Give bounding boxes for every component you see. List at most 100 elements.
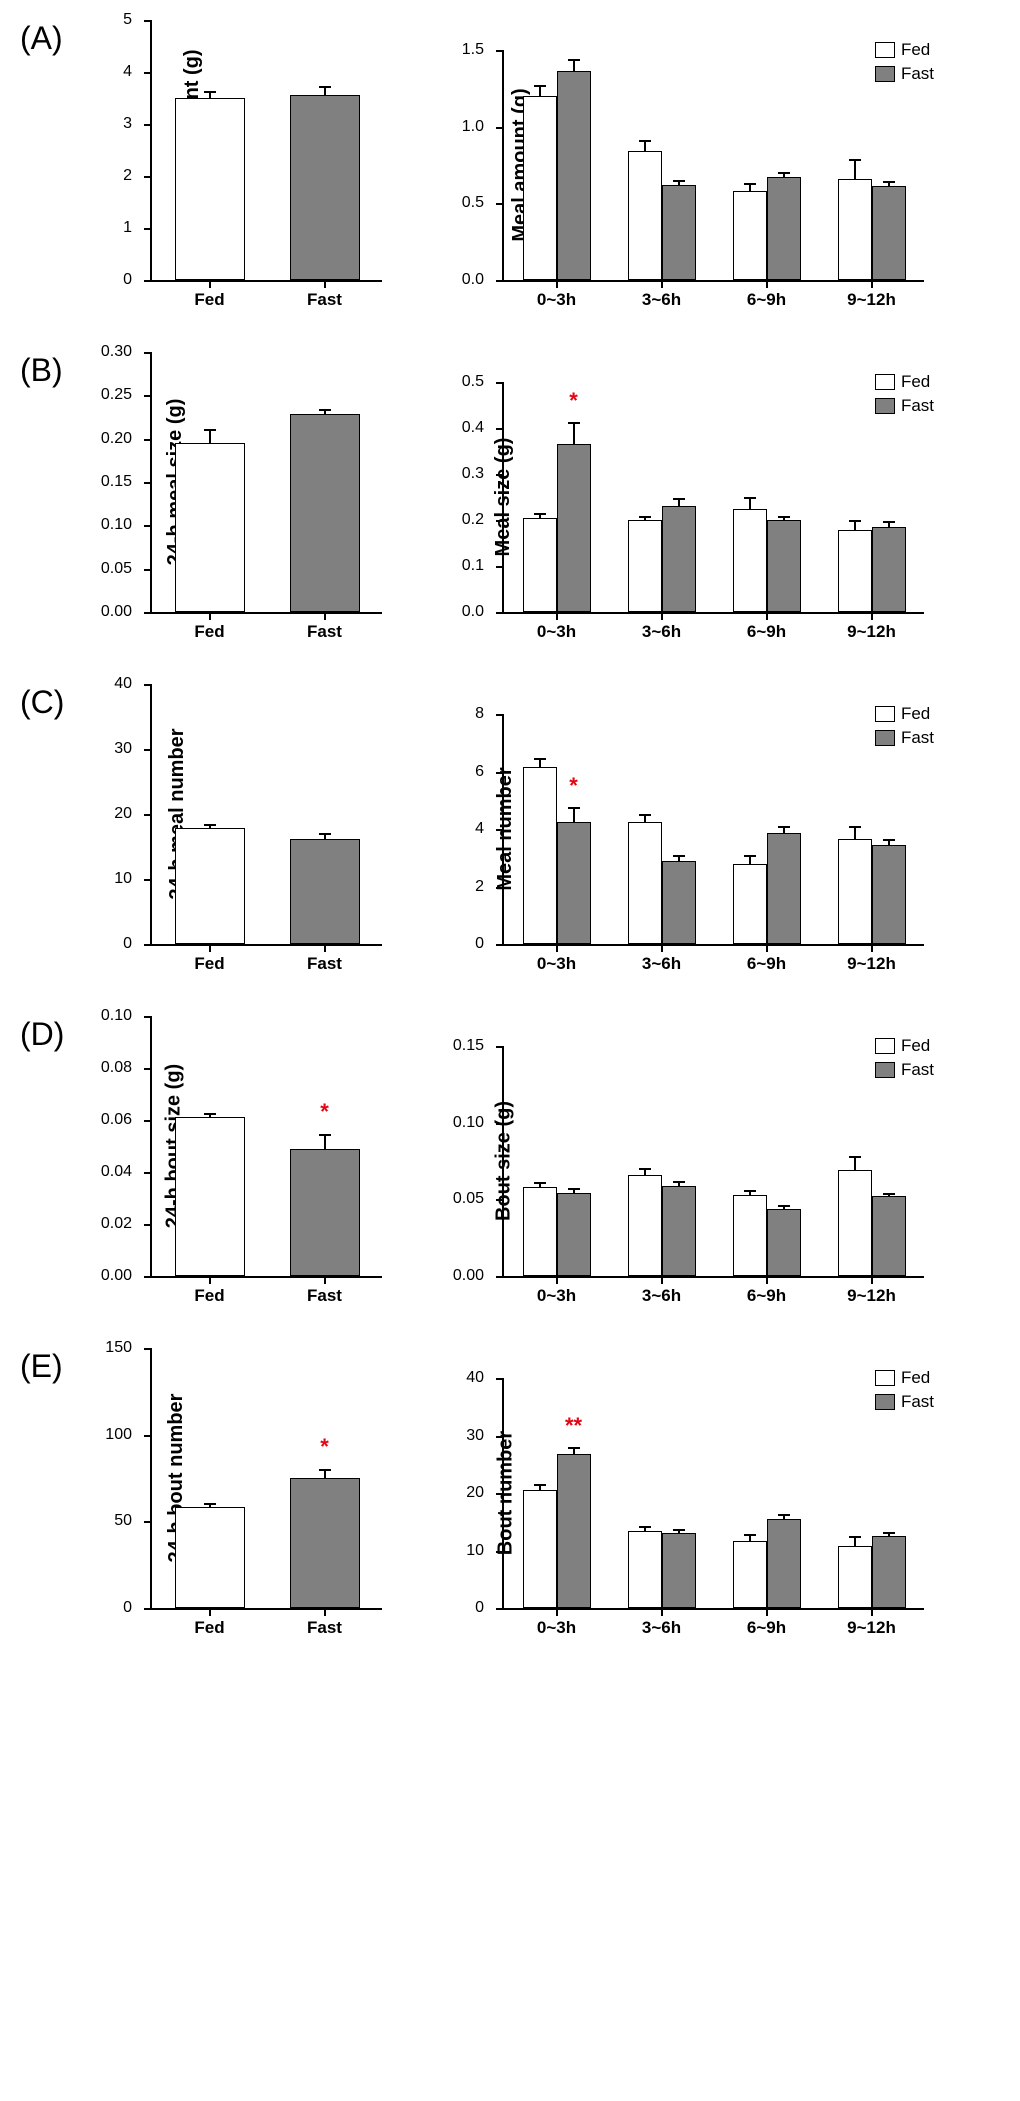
x-tick-label: 0~3h <box>504 1276 609 1306</box>
y-tick-label: 0.0 <box>462 271 484 289</box>
y-tick-label: 0 <box>475 935 484 953</box>
legend-label: Fed <box>901 1368 930 1388</box>
bar <box>523 1490 557 1608</box>
chart: 24-h bout size (g)0.000.020.040.060.080.… <box>80 1016 382 1318</box>
y-tick-label: 0.25 <box>101 386 132 404</box>
bar <box>290 839 360 944</box>
chart: 24-h bout number050100150*FedFast <box>80 1348 382 1650</box>
bar <box>290 414 360 612</box>
legend-label: Fed <box>901 372 930 392</box>
y-tick-label: 10 <box>114 870 132 888</box>
x-tick-label: 6~9h <box>714 1608 819 1638</box>
y-tick-label: 150 <box>105 1339 132 1357</box>
bar <box>557 444 591 612</box>
y-tick-label: 10 <box>466 1542 484 1560</box>
y-tick-label: 0.10 <box>101 1007 132 1025</box>
x-tick-label: 6~9h <box>714 1276 819 1306</box>
x-tick-label: 3~6h <box>609 944 714 974</box>
y-tick-label: 0.06 <box>101 1111 132 1129</box>
bar <box>838 179 872 280</box>
legend-label: Fed <box>901 40 930 60</box>
bar <box>662 1186 696 1276</box>
significance-marker: ** <box>565 1413 582 1439</box>
y-tick-label: 0.5 <box>462 194 484 212</box>
legend-label: Fed <box>901 704 930 724</box>
x-tick-label: Fast <box>267 612 382 642</box>
legend-swatch <box>875 1370 895 1386</box>
y-tick-label: 0.02 <box>101 1215 132 1233</box>
bar <box>175 1117 245 1276</box>
bar <box>733 1541 767 1608</box>
legend-label: Fast <box>901 728 934 748</box>
y-tick-label: 8 <box>475 705 484 723</box>
y-tick-label: 2 <box>123 167 132 185</box>
y-tick-label: 0 <box>123 271 132 289</box>
panel-label: (B) <box>20 352 80 389</box>
legend-label: Fast <box>901 64 934 84</box>
y-tick-label: 0.1 <box>462 557 484 575</box>
legend: Fed Fast <box>875 40 934 84</box>
bar <box>767 177 801 280</box>
y-tick-label: 3 <box>123 115 132 133</box>
legend-swatch <box>875 66 895 82</box>
x-tick-label: Fed <box>152 1608 267 1638</box>
x-tick-label: 0~3h <box>504 280 609 310</box>
legend: Fed Fast <box>875 704 934 748</box>
significance-marker: * <box>569 388 578 414</box>
y-tick-label: 30 <box>114 740 132 758</box>
y-tick-label: 0.08 <box>101 1059 132 1077</box>
legend-swatch <box>875 706 895 722</box>
legend-swatch <box>875 374 895 390</box>
bar <box>872 1536 906 1608</box>
chart: 24-h meal size (g)0.000.050.100.150.200.… <box>80 352 382 654</box>
bar <box>175 443 245 612</box>
legend-swatch <box>875 1394 895 1410</box>
legend-label: Fast <box>901 396 934 416</box>
bar <box>838 1170 872 1276</box>
y-tick-label: 0.05 <box>101 560 132 578</box>
bar <box>557 1454 591 1608</box>
bar <box>872 527 906 612</box>
panel-row: (E)24-h bout number050100150*FedFastBout… <box>20 1348 1000 1650</box>
x-tick-label: 3~6h <box>609 280 714 310</box>
significance-marker: * <box>569 773 578 799</box>
bar <box>628 822 662 944</box>
bar <box>628 520 662 612</box>
y-tick-label: 0.04 <box>101 1163 132 1181</box>
y-tick-label: 20 <box>466 1484 484 1502</box>
bar <box>733 1195 767 1276</box>
panel-row: (B)24-h meal size (g)0.000.050.100.150.2… <box>20 352 1000 654</box>
bar <box>175 828 245 944</box>
y-tick-label: 0 <box>123 1599 132 1617</box>
panel-label: (A) <box>20 20 80 57</box>
x-tick-label: 6~9h <box>714 944 819 974</box>
y-tick-label: 20 <box>114 805 132 823</box>
significance-marker: * <box>320 1434 329 1460</box>
x-tick-label: Fast <box>267 1276 382 1306</box>
chart: 24-h meal number010203040FedFast <box>80 684 382 986</box>
y-tick-label: 100 <box>105 1426 132 1444</box>
bar <box>523 1187 557 1276</box>
panel-row: (D)24-h bout size (g)0.000.020.040.060.0… <box>20 1016 1000 1318</box>
bar <box>662 861 696 944</box>
legend-label: Fast <box>901 1060 934 1080</box>
x-tick-label: 0~3h <box>504 1608 609 1638</box>
y-tick-label: 1.5 <box>462 41 484 59</box>
bar <box>628 1175 662 1276</box>
legend-label: Fed <box>901 1036 930 1056</box>
y-tick-label: 0.10 <box>101 516 132 534</box>
legend-swatch <box>875 730 895 746</box>
y-tick-label: 0 <box>123 935 132 953</box>
legend-swatch <box>875 398 895 414</box>
y-tick-label: 0.0 <box>462 603 484 621</box>
y-tick-label: 1 <box>123 219 132 237</box>
y-tick-label: 4 <box>475 820 484 838</box>
legend-swatch <box>875 1038 895 1054</box>
y-tick-label: 0.00 <box>453 1267 484 1285</box>
bar <box>175 98 245 280</box>
y-tick-label: 0.15 <box>101 473 132 491</box>
y-tick-label: 50 <box>114 1512 132 1530</box>
x-tick-label: 3~6h <box>609 612 714 642</box>
bar <box>557 822 591 944</box>
y-tick-label: 40 <box>114 675 132 693</box>
